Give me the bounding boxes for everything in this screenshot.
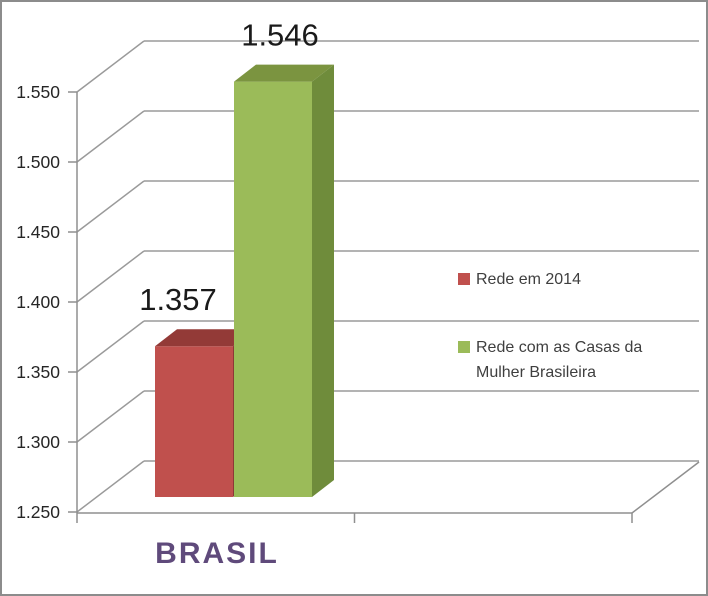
y-tick-label: 1.300 [16, 432, 60, 452]
bar-rede-com-as-casas-da-mulher-brasileira-top [234, 64, 334, 82]
y-tick-label: 1.550 [16, 82, 60, 102]
data-label: 1.546 [241, 18, 319, 53]
gridline-depth [76, 320, 145, 373]
bar-rede-em-2014-top [155, 329, 255, 347]
bar-rede-com-as-casas-da-mulher-brasileira-side [312, 64, 334, 497]
y-tick-label: 1.250 [16, 502, 60, 522]
gridline-depth [76, 460, 145, 513]
y-tick-label: 1.500 [16, 152, 60, 172]
gridline-depth [76, 180, 145, 233]
gridline-depth [76, 390, 145, 443]
floor-right-edge [631, 461, 700, 514]
bar-rede-com-as-casas-da-mulher-brasileira-front [234, 81, 312, 497]
x-axis-category-label: BRASIL [155, 537, 279, 570]
gridline-depth [76, 250, 145, 303]
y-tick-label: 1.350 [16, 362, 60, 382]
y-tick-label: 1.450 [16, 222, 60, 242]
data-label: 1.357 [139, 282, 217, 317]
y-tick-label: 1.400 [16, 292, 60, 312]
gridline-depth [76, 110, 145, 163]
gridline-depth [76, 40, 145, 93]
bar-rede-em-2014-front [155, 346, 233, 497]
